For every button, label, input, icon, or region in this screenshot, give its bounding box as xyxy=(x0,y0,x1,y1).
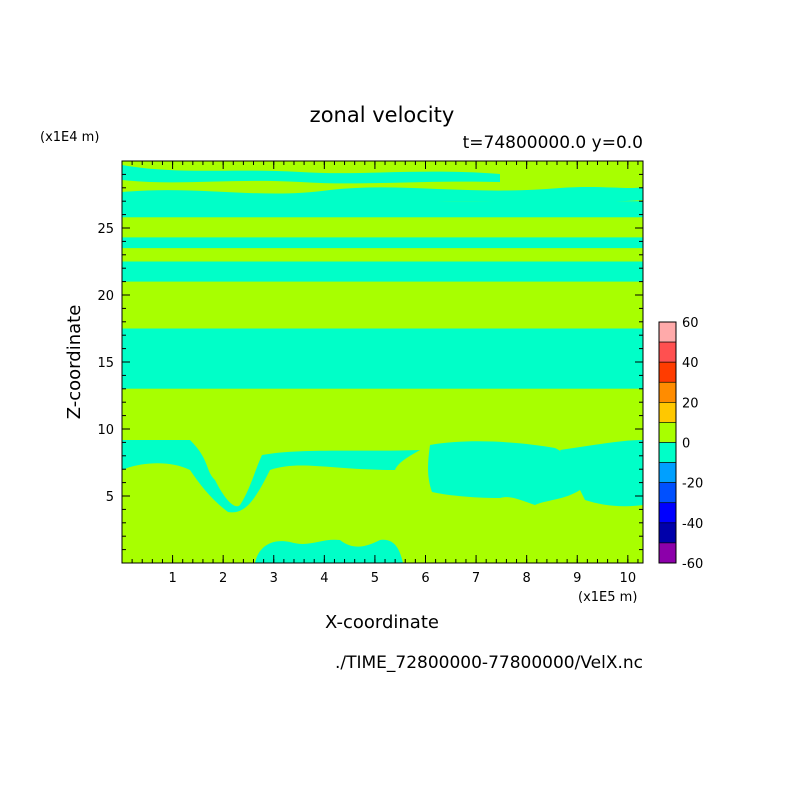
neg-region-low-mid xyxy=(428,441,580,505)
band-3 xyxy=(122,237,643,249)
x-tick-label: 10 xyxy=(620,571,637,586)
colorbar-swatch xyxy=(658,341,677,363)
colorbar-tick-label: 20 xyxy=(682,396,699,411)
y-units-label: (x1E4 m) xyxy=(40,130,99,145)
colorbar-swatch xyxy=(658,482,677,504)
colorbar-tick-label: -40 xyxy=(682,517,703,532)
colorbar-frame xyxy=(658,321,677,564)
colorbar-swatch xyxy=(658,542,677,564)
colorbar: 60 40 20 0 -20 -40 -60 xyxy=(658,316,703,572)
band-0 xyxy=(122,328,643,389)
neg-region-top-2 xyxy=(122,165,500,184)
x-tick-label: 1 xyxy=(168,571,176,586)
colorbar-swatch xyxy=(658,381,677,403)
y-axis: 5 10 15 20 25 xyxy=(97,173,643,551)
x-tick-label: 5 xyxy=(371,571,379,586)
neg-region-bottom xyxy=(255,539,403,563)
colorbar-tick-label: 0 xyxy=(682,437,690,452)
x-tick-label: 3 xyxy=(270,571,278,586)
chart-subtitle: t=74800000.0 y=0.0 xyxy=(463,133,643,153)
x-axis-label: X-coordinate xyxy=(325,612,439,633)
colorbar-swatch xyxy=(658,502,677,524)
y-tick-label: 20 xyxy=(97,289,114,304)
y-tick-label: 25 xyxy=(97,222,114,237)
neg-region-top-1 xyxy=(122,187,643,208)
colorbar-tick-label: 40 xyxy=(682,356,699,371)
x-tick-label: 2 xyxy=(219,571,227,586)
y-tick-label: 10 xyxy=(97,423,114,438)
colorbar-swatch xyxy=(658,442,677,463)
plot-area xyxy=(122,161,643,563)
colorbar-swatch xyxy=(658,361,677,383)
band-2 xyxy=(122,261,643,282)
neg-region-low-left xyxy=(122,440,420,513)
colorbar-swatch xyxy=(658,462,677,483)
x-tick-label: 7 xyxy=(472,571,480,586)
colorbar-swatch xyxy=(658,522,677,544)
colorbar-tick-label: 60 xyxy=(682,316,699,331)
x-tick-label: 8 xyxy=(523,571,531,586)
x-tick-label: 6 xyxy=(421,571,429,586)
band-4 xyxy=(122,201,643,218)
chart-title: zonal velocity xyxy=(310,103,455,127)
negative-bands xyxy=(122,201,643,432)
x-tick-label: 4 xyxy=(320,571,328,586)
y-tick-label: 15 xyxy=(97,356,114,371)
x-tick-label: 9 xyxy=(573,571,581,586)
y-tick-label: 5 xyxy=(106,490,114,505)
colorbar-swatch xyxy=(658,402,677,423)
neg-region-low-right xyxy=(560,440,643,507)
colorbar-tick-label: -20 xyxy=(682,477,703,492)
footer-filename: ./TIME_72800000-77800000/VelX.nc xyxy=(335,653,643,673)
colorbar-tick-label: -60 xyxy=(682,557,703,572)
x-axis: 1 2 3 4 5 6 7 8 9 10 xyxy=(131,161,639,586)
colorbar-swatch xyxy=(658,321,677,343)
x-units-label: (x1E5 m) xyxy=(578,590,637,605)
y-axis-label: Z-coordinate xyxy=(64,305,85,420)
negative-regions xyxy=(122,165,643,563)
band-1 xyxy=(122,388,643,432)
colorbar-swatch xyxy=(658,422,677,443)
